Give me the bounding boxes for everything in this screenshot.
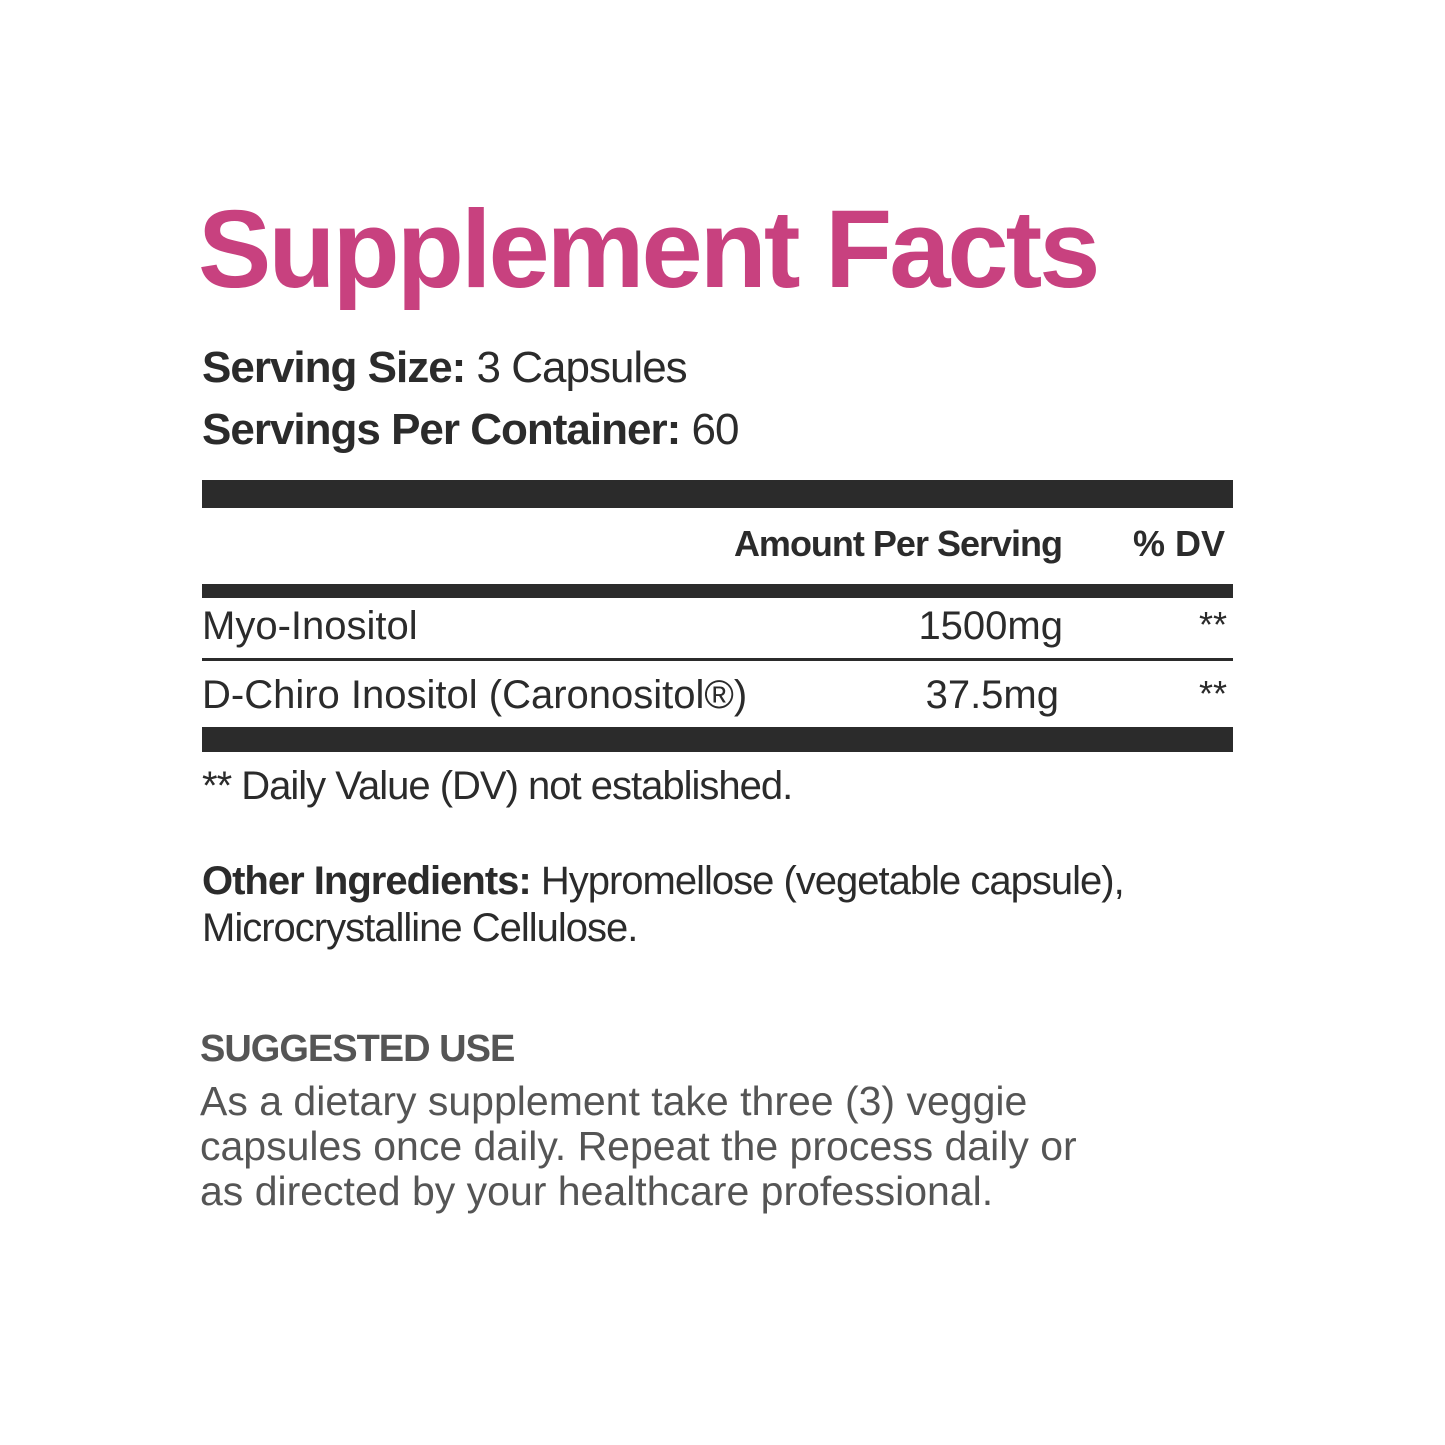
suggested-text: As a dietary supplement take three (3) v… — [200, 1079, 1077, 1214]
dv: ** — [1198, 673, 1227, 714]
footnote: ** Daily Value (DV) not established. — [202, 764, 793, 808]
label: Servings Per Container: — [202, 405, 681, 454]
header-dv: % DV — [1132, 523, 1225, 564]
dv: ** — [1198, 604, 1227, 645]
rule — [202, 584, 1233, 598]
suggested-heading: SUGGESTED USE — [200, 1028, 515, 1070]
rule-thick — [202, 480, 1233, 508]
line: capsules once daily. Repeat the process … — [200, 1123, 1077, 1169]
value: 60 — [691, 405, 740, 454]
label: Other Ingredients: — [202, 859, 532, 903]
amount: 37.5mg — [925, 673, 1059, 717]
label: Serving Size: — [202, 343, 466, 392]
rule-thin — [202, 658, 1233, 661]
line: as directed by your healthcare professio… — [200, 1168, 994, 1214]
rule-thick — [202, 727, 1233, 752]
header-amount: Amount Per Serving — [733, 523, 1063, 564]
title: Supplement Facts — [198, 188, 1100, 311]
ingredient: Myo-Inositol — [202, 604, 418, 648]
serving-size: Serving Size: 3 Capsules — [202, 343, 688, 393]
servings-per-container: Servings Per Container: 60 — [202, 405, 740, 455]
line: As a dietary supplement take three (3) v… — [200, 1078, 1028, 1124]
other-ingredients: Other Ingredients: Hypromellose (vegetab… — [202, 858, 1262, 952]
text: Hypromellose (vegetable capsule), Microc… — [202, 859, 1125, 950]
amount: 1500mg — [918, 604, 1063, 648]
value: 3 Capsules — [476, 343, 688, 392]
ingredient: D-Chiro Inositol (Caronositol®) — [202, 673, 748, 717]
